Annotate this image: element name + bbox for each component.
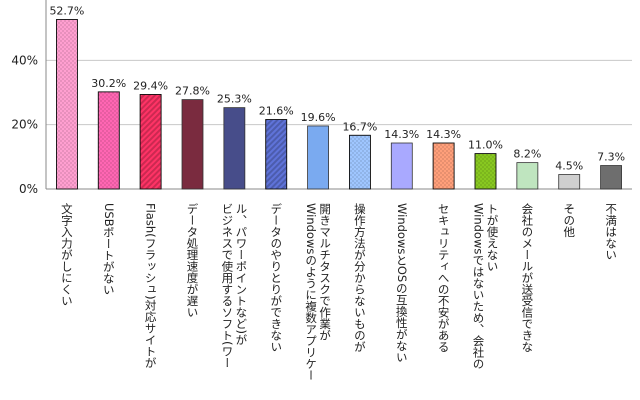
category-label: 会社のメールが送受信できな xyxy=(520,203,534,353)
category-label: トが使えない xyxy=(486,203,500,272)
category-label: Flash(フラッシュ)対応サイトが xyxy=(144,203,158,369)
category-label: USBポートがない xyxy=(102,203,116,296)
value-label: 4.5% xyxy=(555,160,583,173)
value-label: 11.0% xyxy=(468,139,503,152)
value-label: 7.3% xyxy=(597,151,625,164)
value-label: 27.8% xyxy=(175,85,210,98)
y-tick-label: 20% xyxy=(11,118,38,132)
value-label: 14.3% xyxy=(384,128,419,141)
category-label: 不満はない xyxy=(604,203,618,261)
value-label: 19.6% xyxy=(301,111,336,124)
bar xyxy=(223,107,246,190)
value-label: 21.6% xyxy=(259,105,294,118)
value-label: 16.7% xyxy=(342,120,377,133)
y-tick-label: 40% xyxy=(11,53,38,67)
bar-pattern xyxy=(265,119,288,190)
category-label: データ処理速度が遅い xyxy=(186,202,200,318)
value-label: 14.3% xyxy=(426,128,461,141)
bar xyxy=(558,174,581,190)
bar xyxy=(600,165,622,190)
y-tick-label: 0% xyxy=(19,182,38,196)
category-label: その他 xyxy=(562,203,576,238)
category-labels: 文字入力がしにくい USBポートがない Flash(フラッシュ)対応サイトが データ処… xyxy=(60,202,618,381)
category-label: Windowsではないため、会社の xyxy=(472,203,486,369)
category-label: WindowsとOSの互換性がない xyxy=(395,203,409,363)
bar xyxy=(390,142,413,190)
bar-pattern xyxy=(349,134,371,190)
category-label: データのやりとりができない xyxy=(269,202,283,352)
category-label: ル、パワーポイントなど)が xyxy=(234,203,248,346)
value-label: 25.3% xyxy=(217,93,252,106)
value-label: 30.2% xyxy=(91,77,126,90)
bar xyxy=(181,99,204,190)
bar-pattern xyxy=(56,19,78,190)
bar-pattern xyxy=(432,142,455,190)
bars xyxy=(56,19,622,190)
bar-pattern xyxy=(97,91,120,190)
category-label: ビジネスで使用するソフト(ワー xyxy=(220,203,234,369)
bar xyxy=(516,162,539,190)
category-label: Windowsのように複数アプリケー xyxy=(304,203,318,381)
category-label: セキュリティへの不安がある xyxy=(437,203,451,353)
category-label: 開きマルチタスクで作業が xyxy=(318,203,332,341)
category-label: 操作方法が分からないものが xyxy=(353,202,367,352)
value-label: 52.7% xyxy=(49,4,84,17)
category-label: 文字入力がしにくい xyxy=(60,202,74,306)
gridlines xyxy=(46,59,632,126)
value-label: 8.2% xyxy=(513,148,541,161)
bar xyxy=(307,125,329,190)
value-labels: 52.7% 30.2% 29.4% 27.8% 25.3% 21.6% 19.6% 16.7%… xyxy=(49,4,625,172)
bar-pattern xyxy=(139,94,162,190)
bar-pattern xyxy=(474,153,497,190)
y-tick-label: 60% xyxy=(11,0,38,3)
value-label: 29.4% xyxy=(133,79,168,92)
